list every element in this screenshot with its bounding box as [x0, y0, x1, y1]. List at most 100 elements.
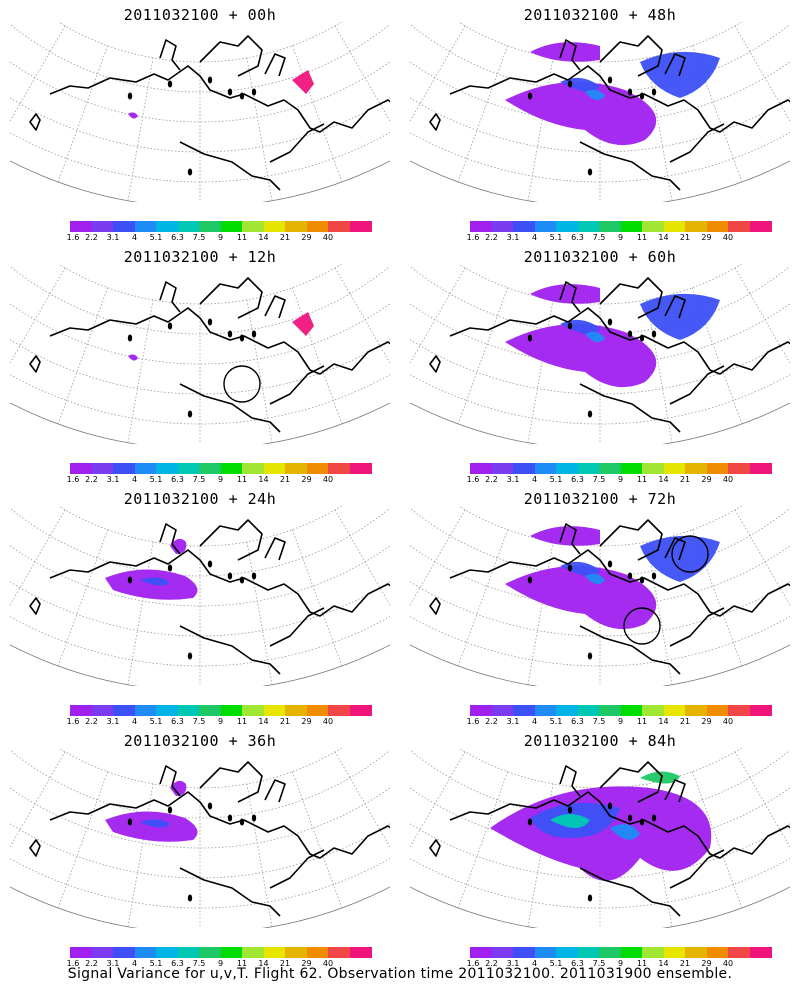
colorbar-segment [328, 221, 350, 232]
figure-caption: Signal Variance for u,v,T. Flight 62. Ob… [67, 966, 733, 982]
polar-map [410, 748, 790, 928]
map-panel: 2011032100 + 24h 1.6 2.2 3.1 4 5.1 6.3 7.5 9 11 14… [10, 484, 390, 729]
colorbar-tick-label: 7.5 [592, 959, 606, 968]
colorbar-tick-label: 29 [701, 959, 712, 968]
colorbar-tick-label: 6.3 [171, 717, 184, 726]
colorbar-segment [70, 705, 92, 716]
panel-title: 2011032100 + 48h [523, 6, 677, 24]
colorbar-segment [177, 463, 200, 474]
island-mark [167, 564, 173, 572]
colorbar-tick-label: 21 [679, 717, 691, 726]
island-mark [187, 894, 193, 902]
colorbar-segment [113, 947, 135, 958]
colorbar-segment [242, 947, 264, 958]
colorbar-tick-label: 6.3 [171, 959, 184, 968]
colorbar-tick-label: 7.5 [592, 717, 606, 726]
colorbar-segment [285, 705, 307, 716]
colorbar-tick-label: 1.6 [466, 959, 480, 968]
colorbar-segment [491, 947, 514, 958]
island-mark [651, 330, 657, 338]
colorbar-tick-label: 7.5 [192, 717, 206, 726]
colorbar-segment [134, 221, 157, 232]
polar-map [10, 22, 390, 202]
colorbar-segment [91, 947, 114, 958]
island-mark [227, 572, 233, 580]
colorbar-segment [285, 947, 307, 958]
colorbar-segment [556, 947, 578, 958]
map-panel: 2011032100 + 72h 1.6 2.2 3.1 4 5.1 6.3 7.5 9 11 14… [410, 484, 790, 729]
colorbar-segment [199, 221, 221, 232]
colorbar-segment [599, 463, 621, 474]
island-mark [527, 92, 533, 100]
colorbar-tick-label: 2.2 [485, 233, 498, 242]
island-mark [251, 88, 257, 96]
colorbar-segment [620, 947, 643, 958]
colorbar-segment [685, 705, 707, 716]
colorbar-tick-label: 14 [258, 959, 269, 968]
colorbar-segment [242, 705, 264, 716]
colorbar-tick-label: 1.6 [66, 233, 80, 242]
colorbar-segment [642, 947, 664, 958]
colorbar [470, 463, 772, 474]
colorbar-segment [663, 947, 686, 958]
map-panel: 2011032100 + 36h 1.6 2.2 3.1 4 5.1 6.3 7.5 9 11 14… [10, 726, 390, 971]
colorbar-tick-label: 3.1 [506, 959, 520, 968]
colorbar-tick-label: 4 [131, 475, 138, 484]
colorbar-tick-label: 1.6 [66, 475, 80, 484]
colorbar-tick-label: 21 [279, 959, 291, 968]
colorbar-tick-label: 9 [617, 959, 624, 968]
colorbar-labels: 1.6 2.2 3.1 4 5.1 6.3 7.5 9 11 14 21 29 40 [66, 475, 371, 487]
colorbar-segment [156, 947, 178, 958]
colorbar-tick-label: 14 [258, 233, 269, 242]
colorbar-tick-label: 9 [217, 233, 224, 242]
polar-map [10, 506, 390, 686]
colorbar-segment [749, 947, 772, 958]
colorbar-segment [577, 705, 600, 716]
colorbar-tick-label: 11 [236, 475, 248, 484]
colorbar-segment [134, 705, 157, 716]
map-panel: 2011032100 + 00h 1.6 2.2 3.1 4 5.1 6.3 7.5 9 11 14… [10, 0, 390, 245]
island-mark [567, 322, 573, 330]
colorbar-tick-label: 5.1 [549, 717, 563, 726]
colorbar-tick-label: 11 [636, 233, 648, 242]
colorbar [70, 221, 372, 232]
colorbar-segment [349, 221, 372, 232]
colorbar-tick-label: 2.2 [485, 475, 498, 484]
colorbar-segment [199, 705, 221, 716]
map-panel: 2011032100 + 60h 1.6 2.2 3.1 4 5.1 6.3 7.5 9 11 14… [410, 242, 790, 487]
colorbar-segment [556, 221, 578, 232]
colorbar-segment [199, 947, 221, 958]
polar-map [10, 748, 390, 928]
island-mark [639, 92, 645, 100]
colorbar-segment [642, 463, 664, 474]
colorbar-segment [470, 463, 492, 474]
polar-map [410, 506, 790, 686]
colorbar-segment [620, 221, 643, 232]
colorbar-segment [599, 947, 621, 958]
colorbar-segment [749, 705, 772, 716]
coastline [429, 277, 790, 433]
colorbar-segment [556, 463, 578, 474]
island-mark [239, 576, 245, 584]
colorbar-tick-label: 11 [636, 475, 648, 484]
colorbar-segment [556, 705, 578, 716]
colorbar-segment [685, 221, 707, 232]
colorbar-segment [749, 221, 772, 232]
colorbar-segment [642, 221, 664, 232]
colorbar-segment [220, 221, 243, 232]
island-mark [607, 76, 613, 84]
variance-shading [105, 538, 198, 600]
colorbar-segment [706, 705, 729, 716]
colorbar-tick-label: 1.6 [466, 717, 480, 726]
colorbar-segment [599, 221, 621, 232]
colorbar-tick-label: 29 [701, 717, 712, 726]
colorbar-tick-label: 4 [131, 233, 138, 242]
colorbar-tick-label: 21 [279, 233, 291, 242]
colorbar-labels: 1.6 2.2 3.1 4 5.1 6.3 7.5 9 11 14 21 29 40 [67, 959, 371, 971]
colorbar-tick-label: 21 [679, 233, 691, 242]
island-mark [527, 576, 533, 584]
island-mark [207, 560, 213, 568]
colorbar-tick-label: 4 [531, 717, 538, 726]
colorbar-tick-label: 1.6 [66, 717, 80, 726]
colorbar-segment [285, 463, 307, 474]
